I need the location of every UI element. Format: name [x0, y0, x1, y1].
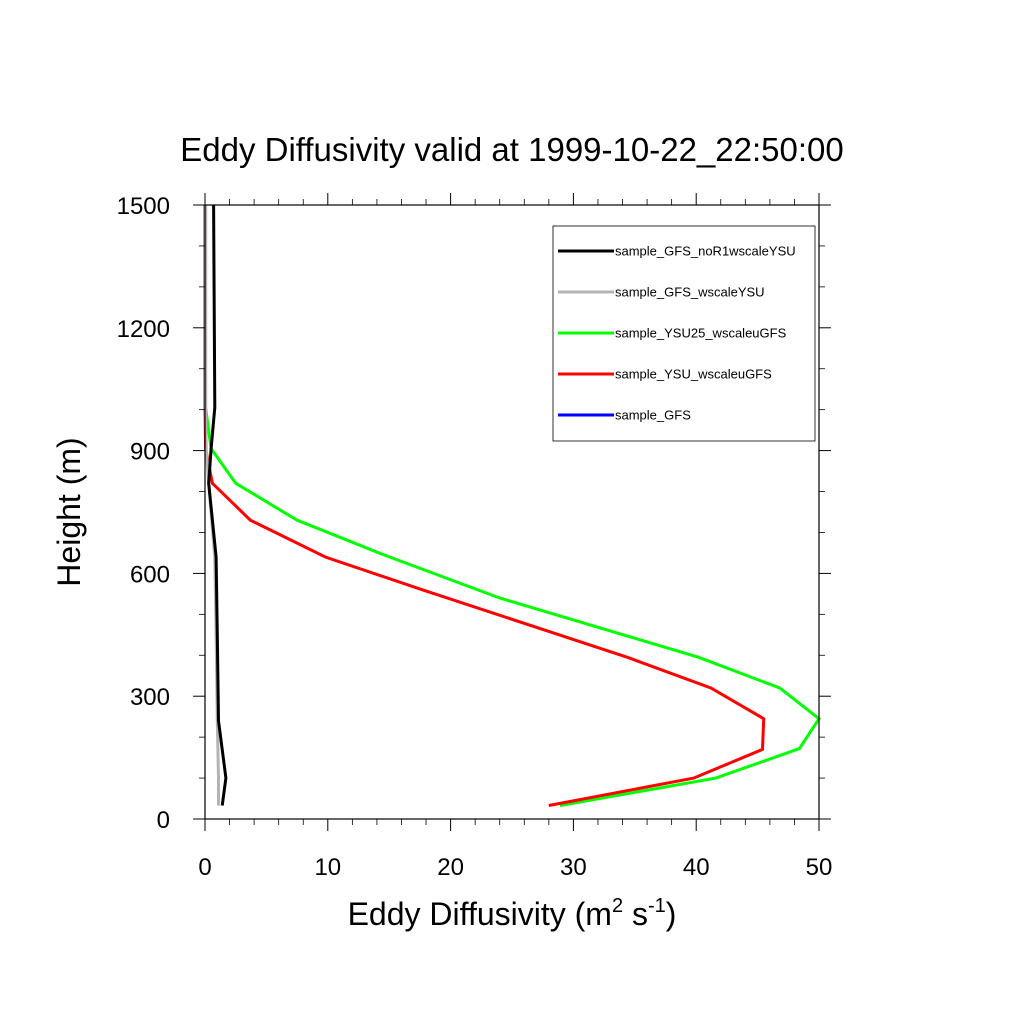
x-axis-title-mid: s: [623, 896, 648, 932]
chart-title: Eddy Diffusivity valid at 1999-10-22_22:…: [180, 131, 843, 168]
y-tick-label: 1200: [117, 316, 170, 343]
x-tick-label: 40: [683, 854, 710, 881]
axes: [204, 204, 820, 820]
legend-label: sample_GFS_wscaleYSU: [615, 285, 765, 300]
legend-label: sample_YSU25_wscaleuGFS: [615, 326, 787, 341]
x-tick-label: 10: [314, 854, 341, 881]
x-axis-title-suffix: ): [666, 896, 677, 932]
x-tick-label: 0: [198, 854, 211, 881]
x-tick-label: 30: [560, 854, 587, 881]
y-tick-label: 600: [130, 561, 170, 588]
legend-label: sample_YSU_wscaleuGFS: [615, 367, 772, 382]
x-axis-title-sup2: -1: [648, 895, 666, 917]
y-axis-ticks: 0 300 600 900 1200 1500: [117, 193, 831, 834]
x-axis-ticks: 0 10 20 30 40 50: [198, 193, 832, 881]
y-tick-label: 300: [130, 684, 170, 711]
y-tick-label: 900: [130, 439, 170, 466]
legend-label: sample_GFS: [615, 408, 691, 423]
legend-label: sample_GFS_noR1wscaleYSU: [615, 244, 796, 259]
x-tick-label: 20: [437, 854, 464, 881]
y-axis-title: Height (m): [51, 437, 87, 586]
y-tick-label: 0: [157, 807, 170, 834]
y-tick-label: 1500: [117, 193, 170, 220]
series-line-sample_GFS_noR1wscaleYSU: [207, 204, 228, 806]
x-axis-title: Eddy Diffusivity (m2 s-1): [348, 895, 677, 932]
legend: sample_GFS_noR1wscaleYSU sample_GFS_wscal…: [552, 225, 816, 442]
x-axis-title-sup1: 2: [612, 895, 623, 917]
x-tick-label: 50: [806, 854, 833, 881]
plot-frame: [204, 204, 820, 820]
x-axis-title-prefix: Eddy Diffusivity (m: [348, 896, 612, 932]
